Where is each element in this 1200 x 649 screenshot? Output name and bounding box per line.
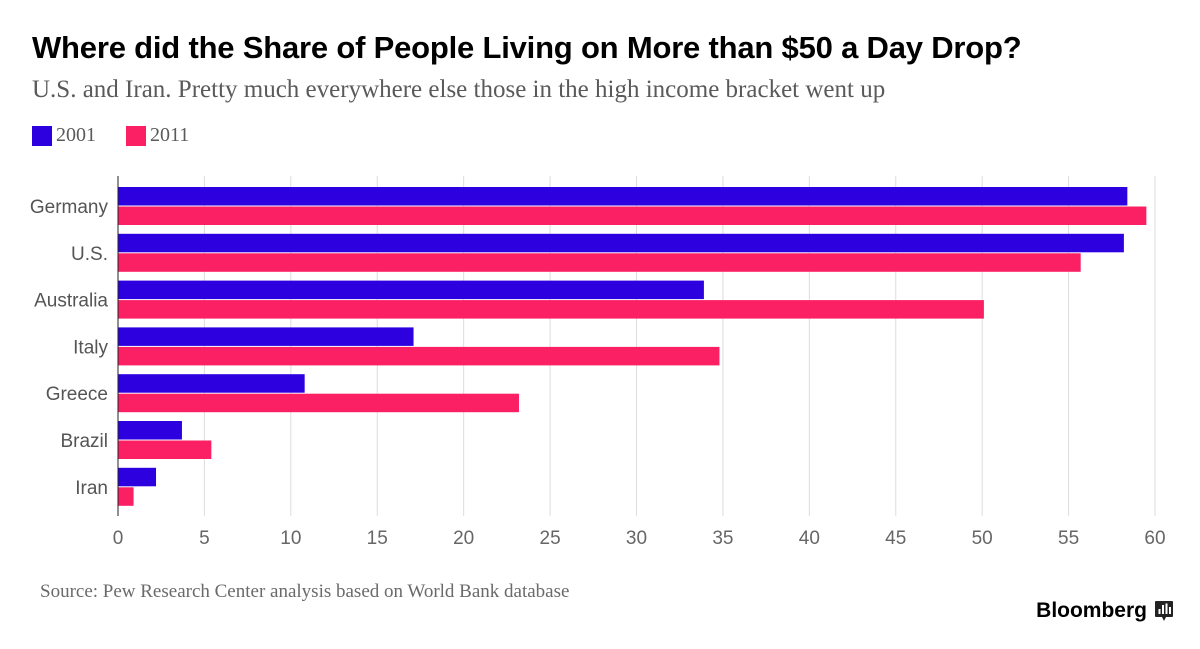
source-note: Source: Pew Research Center analysis bas… xyxy=(40,581,570,602)
bloomberg-terminal-icon xyxy=(1155,601,1173,621)
bars xyxy=(118,187,1147,506)
legend-label-2001: 2001 xyxy=(56,124,96,146)
chart-subtitle: U.S. and Iran. Pretty much everywhere el… xyxy=(32,76,886,103)
legend-swatch-2001 xyxy=(32,125,52,146)
bar-2001 xyxy=(118,233,1124,253)
bar-2011 xyxy=(118,393,519,413)
legend-label-2011: 2011 xyxy=(150,124,190,146)
x-tick-label: 60 xyxy=(1144,528,1165,549)
category-label: Iran xyxy=(75,478,108,499)
bar-2001 xyxy=(118,467,157,487)
category-label: Brazil xyxy=(60,431,108,452)
x-tick-label: 40 xyxy=(799,528,820,549)
bar-2011 xyxy=(118,206,1147,225)
bar-2001 xyxy=(118,280,704,300)
x-tick-label: 0 xyxy=(113,528,124,549)
category-label: Germany xyxy=(30,197,109,218)
x-tick-label: 10 xyxy=(280,528,301,549)
bar-2011 xyxy=(118,487,134,506)
chart-title: Where did the Share of People Living on … xyxy=(32,30,1022,65)
bar-2001 xyxy=(118,187,1128,206)
category-label: Australia xyxy=(34,291,108,312)
x-tick-label: 35 xyxy=(712,528,733,549)
legend-item-2001: 2001 xyxy=(32,124,96,147)
bar-2011 xyxy=(118,346,720,366)
bar-2011 xyxy=(118,300,984,319)
x-tick-label: 20 xyxy=(453,528,474,549)
brand-logo: Bloomberg xyxy=(1036,599,1174,623)
brand-name: Bloomberg xyxy=(1036,599,1147,622)
category-labels: Germany U.S. Australia Italy Greece Brazil Ira… xyxy=(30,197,109,499)
gridlines xyxy=(203,176,1156,516)
category-label: Greece xyxy=(46,384,108,405)
x-tick-labels: 0 5 10 15 20 25 30 35 40 45 50 55 60 xyxy=(113,528,1166,549)
legend: 2001 2011 xyxy=(32,124,219,147)
bar-2011 xyxy=(118,440,212,459)
x-tick-label: 55 xyxy=(1058,528,1079,549)
category-label: U.S. xyxy=(71,244,108,265)
category-label: Italy xyxy=(73,337,108,358)
bar-2001 xyxy=(118,421,182,440)
bar-2001 xyxy=(118,374,305,393)
legend-item-2011: 2011 xyxy=(126,124,189,147)
x-tick-label: 50 xyxy=(972,528,993,549)
x-tick-label: 15 xyxy=(367,528,388,549)
x-tick-label: 5 xyxy=(199,528,210,549)
bar-2001 xyxy=(118,327,414,346)
legend-swatch-2011 xyxy=(126,125,146,146)
bar-2011 xyxy=(118,253,1081,272)
x-tick-label: 45 xyxy=(885,528,906,549)
x-tick-label: 25 xyxy=(540,528,561,549)
x-tick-label: 30 xyxy=(626,528,647,549)
